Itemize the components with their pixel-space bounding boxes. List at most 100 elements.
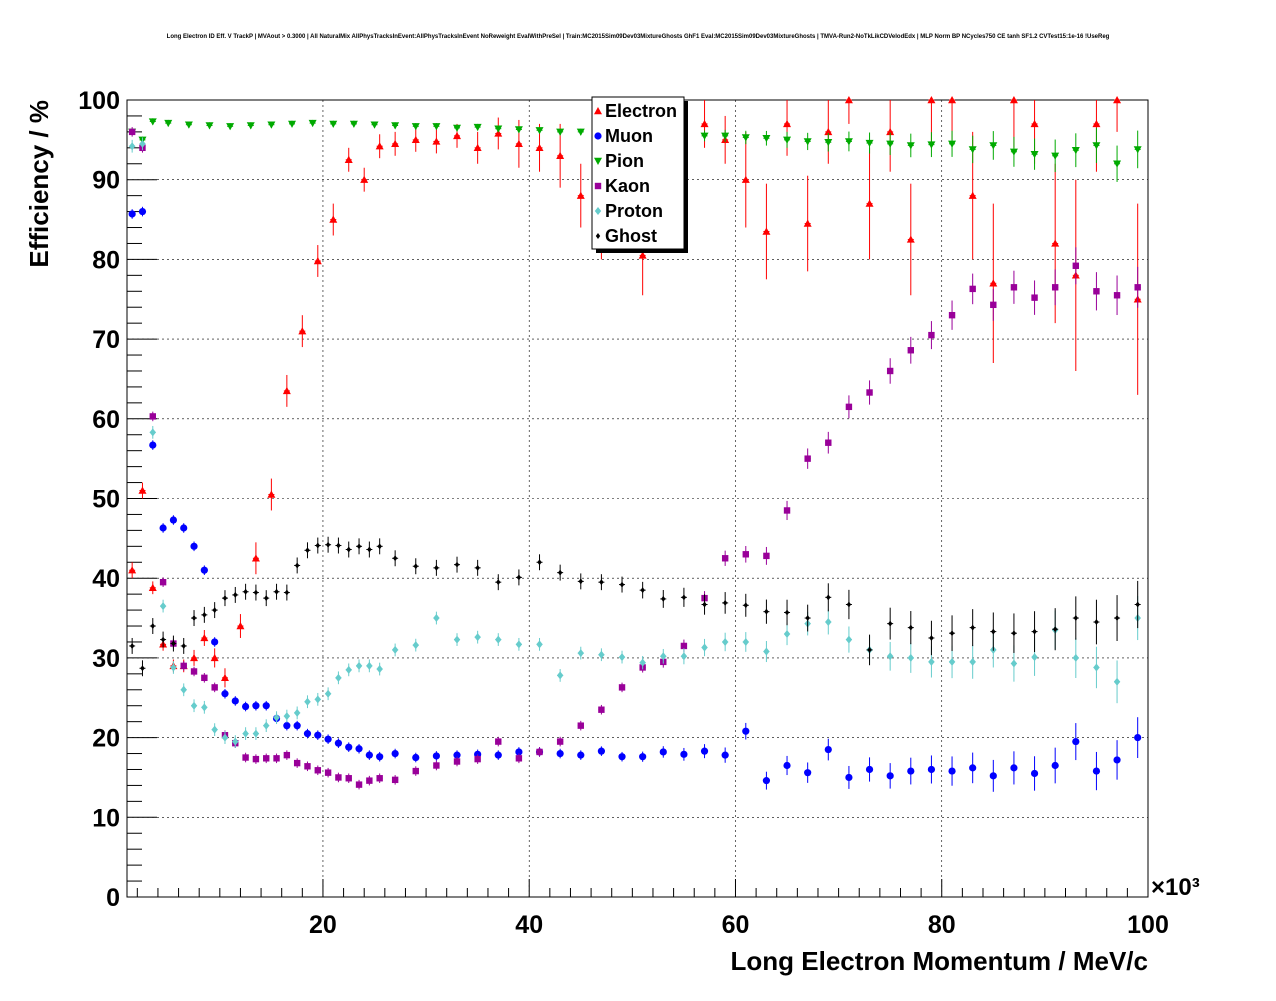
muon-point (762, 777, 771, 785)
kaon-point (721, 555, 729, 562)
kaon-point (201, 674, 208, 682)
kaon-point (742, 551, 749, 558)
proton-point (907, 653, 914, 662)
kaon-point (990, 301, 997, 309)
y-tick-label: 70 (92, 326, 120, 354)
electron-point (391, 139, 400, 148)
muon-point (1030, 769, 1039, 778)
electron-point (200, 633, 209, 642)
muon-point (577, 751, 585, 759)
legend-label-kaon: Kaon (605, 176, 650, 196)
ghost-point (160, 636, 166, 643)
kaon-point (335, 774, 342, 781)
electron-point (210, 653, 219, 662)
axes: 20 40 60 80 100 0 10 20 30 40 50 60 70 80 90 100 Long El… (24, 87, 1200, 976)
legend-box (591, 96, 685, 250)
ghost-point (516, 574, 522, 581)
ghost-point (1135, 601, 1140, 608)
ghost-point (929, 634, 934, 641)
pion-point (968, 146, 977, 154)
kaon-point (928, 331, 935, 339)
kaon-point (149, 413, 156, 420)
kaon-point (1113, 292, 1121, 299)
electron-point (1030, 119, 1039, 128)
muon-point (345, 743, 353, 751)
ghost-point (212, 607, 217, 614)
electron-point (865, 199, 874, 207)
proton-point (618, 653, 626, 662)
y-tick-label: 90 (92, 167, 120, 195)
kaon-point (190, 668, 198, 675)
kaon-point (263, 755, 270, 762)
proton-point (598, 650, 605, 659)
kaon-point (1031, 294, 1038, 301)
kaon-point (412, 767, 419, 775)
ghost-point (1114, 615, 1120, 622)
kaon-point (1010, 284, 1018, 291)
muon-point (221, 690, 229, 698)
kaon-point (515, 755, 523, 762)
legend-marker-kaon (594, 182, 602, 190)
proton-point (783, 629, 791, 638)
ghost-point (367, 546, 372, 553)
ghost-point (1094, 619, 1099, 626)
electron-point (556, 151, 565, 159)
kaon-point (886, 367, 894, 375)
electron-point (148, 583, 157, 591)
muon-point (412, 753, 420, 762)
proton-point (495, 635, 502, 644)
electron-point (927, 96, 936, 104)
proton-point (515, 640, 523, 649)
electron-point (298, 327, 307, 335)
x-tick-label: 80 (928, 911, 956, 939)
legend-marker-electron (594, 107, 602, 115)
proton-point (412, 641, 419, 650)
ghost-point (661, 595, 666, 602)
ghost-point (434, 564, 439, 571)
ghost-point (599, 579, 604, 586)
ghost-point (764, 608, 769, 615)
proton-point (928, 657, 935, 666)
pion-point (1092, 142, 1101, 150)
y-tick-label: 0 (106, 884, 120, 912)
pion-point (906, 142, 915, 150)
proton-point (1010, 659, 1018, 668)
muon-point (845, 773, 853, 782)
kaon-point (1093, 288, 1100, 295)
pion-point (865, 139, 874, 148)
ghost-point (475, 564, 480, 571)
electron-point (783, 119, 792, 128)
electron-point (267, 490, 276, 498)
electron-point (762, 227, 771, 235)
electron-point (473, 143, 482, 152)
proton-point (221, 733, 229, 742)
ghost-point (140, 665, 145, 672)
proton-point (536, 640, 543, 649)
muon-point (865, 765, 874, 774)
y-tick-label: 60 (92, 406, 120, 434)
muon-point (138, 207, 147, 216)
ghost-point (826, 594, 831, 601)
electron-point (360, 175, 369, 183)
electron-point (220, 673, 229, 682)
proton-point (453, 635, 461, 644)
muon-point (262, 702, 270, 710)
muon-point (1072, 737, 1080, 746)
muon-point (907, 767, 915, 775)
electron-point (251, 554, 260, 562)
legend-marker-ghost (595, 233, 601, 239)
y-tick-label: 20 (92, 725, 120, 753)
kaon-point (293, 759, 301, 767)
pion-point (205, 122, 214, 130)
ghost-point (578, 578, 583, 585)
kaon-point (283, 751, 291, 759)
electron-point (344, 155, 353, 163)
muon-point (391, 749, 399, 758)
legend: Electron Muon Pion Kaon Proton Ghost (591, 96, 688, 253)
ghost-point (681, 594, 687, 601)
pion-point (473, 123, 482, 132)
electron-point (741, 175, 750, 183)
legend-marker-muon (594, 132, 602, 140)
series-muon (128, 206, 1142, 792)
